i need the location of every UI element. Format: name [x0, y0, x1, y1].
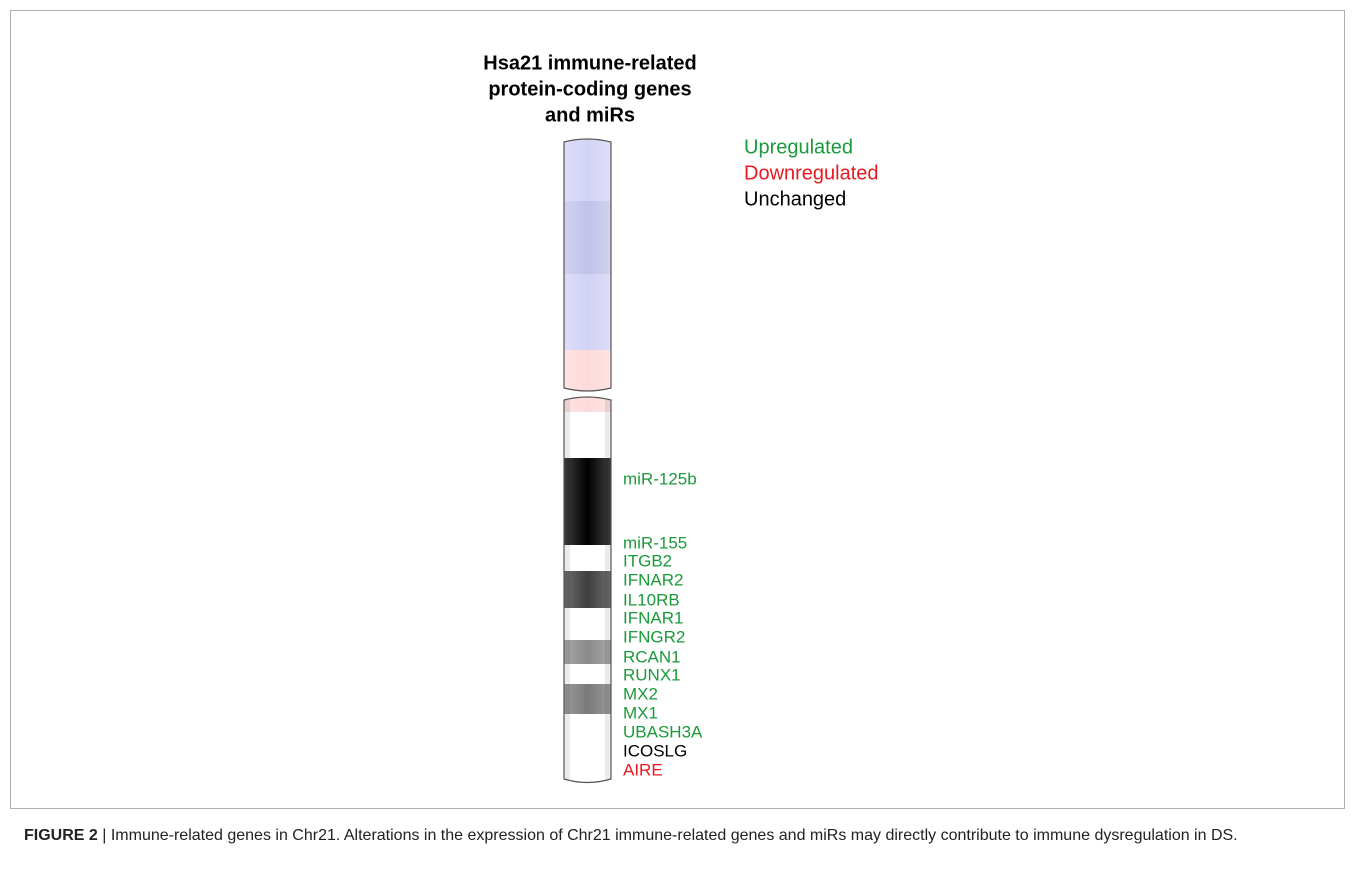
- gene-label: IFNAR2: [623, 570, 683, 589]
- caption-label: FIGURE 2: [24, 827, 98, 844]
- q-arm: [564, 397, 611, 783]
- legend-entry: Unchanged: [744, 188, 846, 210]
- gene-label: MX2: [623, 684, 658, 703]
- gene-label: miR-155: [623, 533, 687, 552]
- q-arm-outline: [563, 396, 612, 784]
- gene-label: ICOSLG: [623, 741, 687, 760]
- legend-entry: Upregulated: [744, 136, 853, 158]
- diagram-title: Hsa21 immune-related: [483, 52, 696, 74]
- diagram-title: protein-coding genes: [488, 78, 691, 100]
- gene-label: RUNX1: [623, 665, 681, 684]
- diagram-title: and miRs: [545, 104, 635, 126]
- gene-label: IL10RB: [623, 590, 680, 609]
- p-arm: [564, 139, 611, 391]
- gene-label: RCAN1: [623, 647, 681, 666]
- gene-label: UBASH3A: [623, 722, 703, 741]
- gene-label: IFNGR2: [623, 627, 685, 646]
- gene-label: AIRE: [623, 760, 663, 779]
- caption-text: | Immune-related genes in Chr21. Alterat…: [102, 827, 1238, 844]
- gene-label: IFNAR1: [623, 608, 683, 627]
- gene-label: miR-125b: [623, 469, 697, 488]
- p-arm-outline: [563, 138, 612, 392]
- figure-frame: [10, 10, 1345, 809]
- caption: FIGURE 2 | Immune-related genes in Chr21…: [24, 824, 1254, 848]
- gene-label: MX1: [623, 703, 658, 722]
- legend-entry: Downregulated: [744, 162, 879, 184]
- gene-label: ITGB2: [623, 551, 672, 570]
